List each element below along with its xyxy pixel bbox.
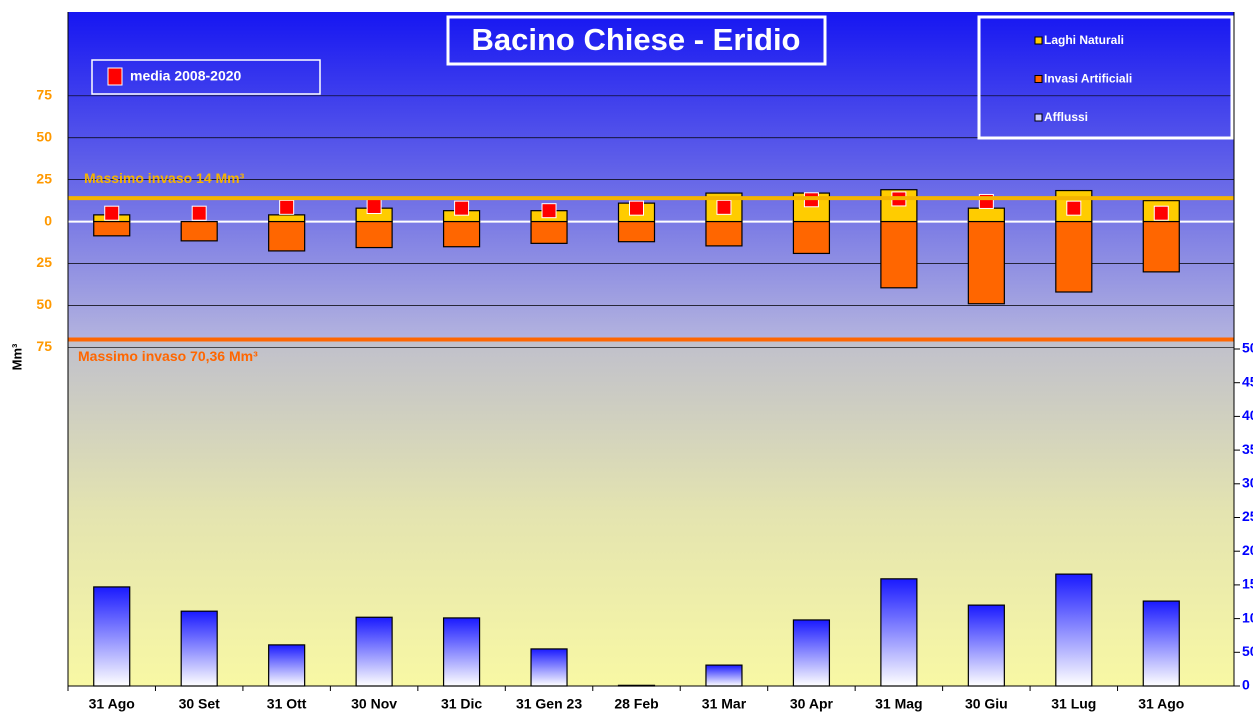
y2-tick-label: 0 xyxy=(1242,677,1250,693)
x-tick-label: 28 Feb xyxy=(614,696,658,712)
media-marker xyxy=(279,199,295,215)
x-tick-label: 31 Gen 23 xyxy=(516,696,582,712)
y2-tick-label: 250 xyxy=(1242,508,1253,524)
afflussi-bar xyxy=(967,604,1005,687)
legend-label: media 2008-2020 xyxy=(130,68,242,84)
legend-label: Laghi Naturali xyxy=(1044,33,1124,47)
media-marker xyxy=(366,198,382,214)
x-tick-label: 30 Apr xyxy=(790,696,834,712)
storage-bar xyxy=(268,214,306,223)
y2-tick-label: 300 xyxy=(1242,475,1253,491)
storage-bar xyxy=(967,220,1005,305)
y-tick-label: 75 xyxy=(36,338,52,354)
x-tick-label: 30 Giu xyxy=(965,696,1008,712)
media-legend-box xyxy=(91,59,321,95)
afflussi-bar xyxy=(442,617,481,687)
media-marker xyxy=(541,203,557,219)
x-tick-label: 31 Ott xyxy=(267,696,307,712)
y-tick-label: 25 xyxy=(36,254,52,270)
y-tick-label: 0 xyxy=(44,212,52,228)
max-label: Massimo invaso 14 Mm³ xyxy=(84,170,245,186)
title-box xyxy=(446,15,827,66)
legend-label: Afflussi xyxy=(1044,110,1088,124)
y2-tick-label: 200 xyxy=(1242,542,1253,558)
storage-bar xyxy=(792,220,831,255)
y2-tick-label: 500 xyxy=(1242,340,1253,356)
storage-bar xyxy=(530,220,568,244)
y2-tick-label: 350 xyxy=(1242,441,1253,457)
x-tick-label: 30 Set xyxy=(179,696,221,712)
x-tick-label: 30 Nov xyxy=(351,696,397,712)
afflussi-bar xyxy=(705,664,743,687)
media-marker xyxy=(104,205,120,221)
media-marker xyxy=(1066,200,1082,216)
afflussi-bar xyxy=(880,578,918,687)
y2-tick-label: 100 xyxy=(1242,609,1253,625)
y2-tick-label: 50 xyxy=(1242,643,1253,659)
legend-swatch xyxy=(1034,113,1043,122)
storage-bar xyxy=(268,220,306,252)
x-tick-label: 31 Ago xyxy=(1138,696,1184,712)
afflussi-bar xyxy=(792,619,831,687)
afflussi-bar xyxy=(93,586,131,687)
storage-bar xyxy=(880,220,918,289)
media-marker xyxy=(629,200,644,216)
storage-bar xyxy=(1142,220,1180,273)
storage-bar xyxy=(355,220,393,249)
y2-tick-label: 450 xyxy=(1242,373,1253,389)
storage-bar xyxy=(967,207,1005,223)
x-tick-label: 31 Lug xyxy=(1051,696,1096,712)
legend-swatch xyxy=(1034,75,1043,83)
afflussi-bar xyxy=(180,610,218,687)
chart-title: Bacino Chiese - Eridio xyxy=(471,22,800,57)
max-label: Massimo invaso 70,36 Mm³ xyxy=(78,348,258,364)
x-tick-label: 31 Dic xyxy=(441,696,482,712)
media-marker xyxy=(716,199,732,215)
y-tick-label: 50 xyxy=(36,128,52,144)
x-tick-label: 31 Mar xyxy=(702,696,747,712)
legend-swatch xyxy=(107,67,123,86)
lower-panel xyxy=(68,341,1234,686)
media-marker xyxy=(454,200,470,216)
y-tick-label: 75 xyxy=(36,87,52,103)
storage-bar xyxy=(180,220,218,242)
x-tick-label: 31 Mag xyxy=(875,696,922,712)
storage-bar xyxy=(617,220,656,243)
x-tick-label: 31 Ago xyxy=(89,696,135,712)
afflussi-bar xyxy=(268,644,306,687)
storage-bar xyxy=(442,220,481,248)
legend-label: Invasi Artificiali xyxy=(1044,72,1132,86)
y-axis-label: Mm³ xyxy=(9,343,24,370)
afflussi-bar xyxy=(1142,600,1180,687)
legend-box xyxy=(977,15,1234,140)
media-marker xyxy=(1153,205,1169,221)
storage-bar xyxy=(705,220,743,247)
media-marker xyxy=(191,205,207,221)
y-tick-label: 50 xyxy=(36,296,52,312)
afflussi-bar xyxy=(1055,573,1093,687)
afflussi-bar xyxy=(530,648,568,687)
legend-swatch xyxy=(1034,36,1043,45)
y-tick-label: 25 xyxy=(36,170,52,186)
storage-bar xyxy=(1055,220,1093,293)
afflussi-bar xyxy=(355,616,393,687)
y2-tick-label: 400 xyxy=(1242,407,1253,423)
upper-panel xyxy=(68,12,1234,341)
y2-tick-label: 150 xyxy=(1242,576,1253,592)
storage-bar xyxy=(93,220,131,237)
